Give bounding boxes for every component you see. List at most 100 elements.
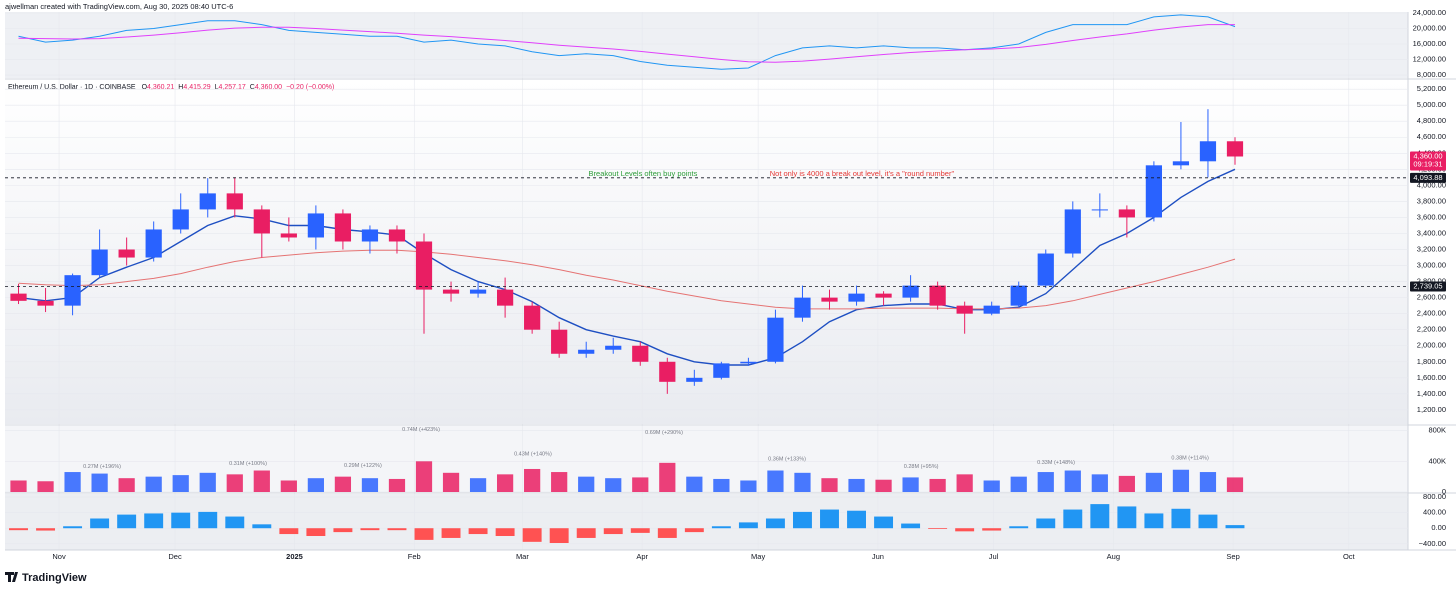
y-tick-label: 24,000.00: [1413, 8, 1446, 17]
y-tick-label: 8,000.00: [1417, 70, 1446, 79]
y-tick-label: 1,800.00: [1417, 357, 1446, 366]
volume-bar: [740, 480, 757, 492]
volume-annotation: 0.43M (+140%): [514, 451, 552, 457]
volume-annotation: 0.74M (+423%): [402, 427, 440, 433]
oscillator-bar: [1144, 513, 1164, 529]
y-tick-label: 5,200.00: [1417, 84, 1446, 93]
oscillator-bar: [1063, 509, 1083, 529]
oscillator-bar: [441, 528, 461, 538]
ohlc-value: 4,415.29: [183, 84, 210, 91]
y-tick-label: 2,200.00: [1417, 325, 1446, 334]
volume-annotation: 0.38M (+114%): [1171, 456, 1209, 462]
volume-bar: [118, 478, 135, 492]
oscillator-bar: [657, 528, 677, 538]
volume-bar: [551, 472, 568, 492]
y-tick-label: 5,000.00: [1417, 100, 1446, 109]
volume-bar: [875, 479, 892, 492]
y-tick-label: 3,400.00: [1417, 228, 1446, 237]
volume-bar: [1037, 472, 1054, 492]
main-pane: [5, 80, 1408, 424]
oscillator-bar: [1036, 518, 1056, 529]
x-tick-label: May: [751, 552, 765, 561]
candle-body: [551, 329, 568, 354]
y-tick-label: 800.00: [1423, 492, 1446, 501]
volume-bar: [361, 478, 379, 492]
line: [18, 168, 1236, 366]
y-tick-label: 2,000.00: [1417, 341, 1446, 350]
volume-bar: [1064, 470, 1081, 492]
x-tick-label: Mar: [516, 552, 529, 561]
x-tick-label: Dec: [168, 552, 182, 561]
oscillator-bar: [279, 528, 299, 535]
candle-body: [442, 289, 460, 294]
oscillator-bar: [874, 516, 894, 529]
y-tick-label: 4,000.00: [1417, 180, 1446, 189]
candle-body: [821, 297, 838, 302]
oscillator-bar: [360, 528, 380, 531]
volume-bar: [469, 478, 487, 492]
y-tick-label: 400.00: [1423, 508, 1446, 517]
y-tick-label: 1,400.00: [1417, 389, 1446, 398]
volume-bar: [37, 481, 54, 492]
oscillator-bar: [225, 516, 245, 529]
line: [18, 249, 1236, 310]
candle-body: [37, 300, 54, 306]
volume-bar: [1091, 474, 1108, 492]
candle-body: [794, 297, 811, 318]
volume-bar: [659, 462, 676, 492]
x-tick-label: 2025: [286, 552, 303, 561]
volume-bar: [767, 470, 784, 492]
candle-body: [1145, 165, 1163, 218]
ohlc-value: 4,360.00: [255, 84, 282, 91]
volume-bar: [1010, 476, 1027, 492]
candle-body: [307, 213, 324, 238]
oscillator-bar: [9, 528, 28, 531]
annotation: Not only is 4000 a break out level, it's…: [770, 169, 955, 178]
line: [18, 24, 1235, 63]
candle-body: [226, 193, 243, 210]
oscillator-bar: [711, 526, 731, 529]
x-tick-label: Feb: [408, 552, 421, 561]
y-tick-label: 12,000.00: [1413, 54, 1446, 63]
candle-body: [1010, 285, 1027, 306]
volume-bar: [821, 478, 838, 492]
y-tick-label: 2,800.00: [1417, 277, 1446, 286]
oscillator-bar: [603, 528, 623, 535]
volume-bar: [388, 478, 406, 492]
oscillator-bar: [468, 528, 488, 535]
level-tag: [1410, 281, 1446, 292]
candle-body: [1037, 253, 1054, 286]
candle-body: [145, 229, 162, 258]
symbol: Ethereum / U.S. Dollar · 1D · COINBASE: [8, 84, 136, 91]
y-tick-label: 0: [1442, 487, 1446, 496]
volume-bar: [794, 472, 811, 492]
candle-body: [1226, 141, 1244, 157]
candle-body: [10, 293, 27, 301]
candle-body: [848, 293, 865, 302]
volume-annotation: 0.29M (+122%): [344, 463, 382, 469]
brand: TradingView: [22, 572, 87, 584]
y-tick-label: 0.00: [1431, 523, 1446, 532]
candle-body: [578, 349, 595, 354]
volume-bar: [902, 477, 919, 492]
volume-bar: [929, 478, 946, 492]
candle-body: [632, 345, 649, 362]
volume-bar: [253, 470, 270, 492]
ohlc-label: O: [142, 84, 148, 91]
candle-body: [172, 209, 189, 230]
y-tick-label: 1,600.00: [1417, 373, 1446, 382]
oscillator-bar: [630, 528, 650, 533]
volume-bar: [199, 472, 216, 492]
candle-body: [1118, 209, 1135, 218]
oscillator-bar: [90, 518, 110, 529]
volume-bar: [713, 478, 730, 492]
candle-body: [605, 345, 622, 350]
oscillator-bar: [522, 528, 542, 542]
y-tick-label: 800K: [1428, 426, 1446, 435]
ohlc-value: 4,257.17: [219, 84, 246, 91]
ohlc-value: 4,360.21: [147, 84, 174, 91]
volume-annotation: 0.33M (+148%): [1037, 460, 1075, 466]
oscillator-bar: [333, 528, 353, 533]
y-tick-label: 4,800.00: [1417, 116, 1446, 125]
